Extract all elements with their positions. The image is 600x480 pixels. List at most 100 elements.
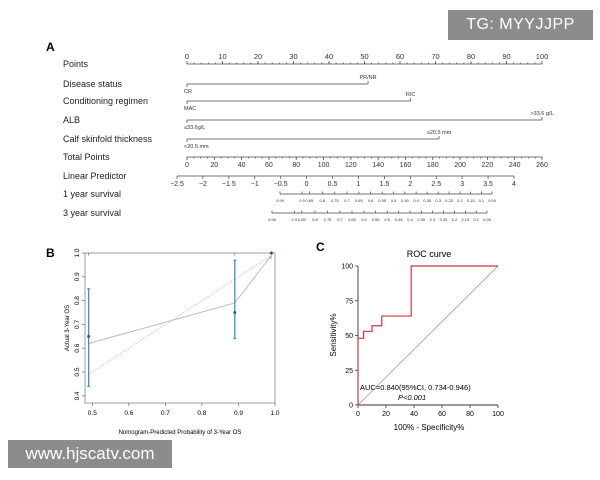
- linear-predictor-tick-label: −1.5: [222, 181, 236, 188]
- survival-3-year-tick-label: 0.85: [298, 217, 307, 222]
- linear-predictor-tick-label: −1: [251, 181, 259, 188]
- linear-predictor-tick-label: 0: [305, 181, 309, 188]
- survival-1-year-tick-label: 0.6: [368, 198, 374, 203]
- linear-predictor-tick-label: −2: [199, 181, 207, 188]
- nomogram-row-label-total: Total Points: [63, 152, 110, 162]
- total-points-tick-label: 200: [454, 162, 466, 169]
- total-points-tick-label: 140: [372, 162, 384, 169]
- survival-3-year-tick-label: 0.3: [430, 217, 436, 222]
- points-tick-label: 100: [536, 52, 549, 61]
- total-points-tick-label: 80: [292, 162, 300, 169]
- panel-c-p-value: P<0.001: [398, 393, 426, 402]
- survival-3-year-tick-label: 0.9: [292, 217, 298, 222]
- watermark-top: TG: MYYJJPP: [448, 10, 593, 40]
- b-observed-point: [87, 334, 91, 338]
- panel-b-x-axis-label: Nomogram-Predicted Probability of 3-Year…: [119, 430, 242, 436]
- survival-3-year-tick-label: 0.7: [337, 217, 343, 222]
- total-points-tick-label: 220: [482, 162, 494, 169]
- survival-3-year-tick-label: 0.8: [312, 217, 318, 222]
- panel-b-y-axis-label: Actual 3-Year OS: [65, 305, 71, 351]
- survival-1-year-tick-label: 0.05: [488, 198, 497, 203]
- c-x-tick-label: 80: [466, 411, 474, 418]
- b-y-tick-label: 0.4: [74, 391, 81, 400]
- nomogram-row-label-calf: Calf skinfold thickness: [63, 134, 153, 144]
- survival-1-year-tick-label: 0.3: [435, 198, 441, 203]
- disease-level-label: PR/NR: [359, 75, 376, 81]
- survival-1-year-tick-label: 0.85: [305, 198, 314, 203]
- linear-predictor-tick-label: −2.5: [170, 181, 184, 188]
- c-x-tick-label: 40: [410, 411, 418, 418]
- survival-1-year-tick-label: 0.1: [479, 198, 485, 203]
- total-points-tick-label: 40: [238, 162, 246, 169]
- survival-1-year-tick-label: 0.15: [467, 198, 476, 203]
- panel-a-letter: A: [46, 40, 55, 54]
- points-tick-label: 10: [218, 52, 226, 61]
- survival-1-year-tick-label: 0.25: [445, 198, 454, 203]
- b-observed-point: [269, 251, 273, 255]
- panel-c-title: ROC curve: [407, 249, 452, 259]
- linear-predictor-tick-label: 3: [460, 181, 464, 188]
- b-x-tick-label: 0.8: [197, 410, 206, 417]
- calf-level-label: <20.5 mm: [184, 144, 209, 150]
- survival-3-year-tick-label: 0.98: [268, 217, 277, 222]
- nomogram-row-label-alb: ALB: [63, 115, 80, 125]
- b-marker-x: ×: [269, 255, 272, 261]
- panel-c-y-axis-label: Sensitivity%: [329, 313, 338, 356]
- panel-b-letter: B: [46, 246, 55, 260]
- c-y-tick-label: 100: [341, 264, 353, 271]
- total-points-tick-label: 160: [400, 162, 412, 169]
- total-points-tick-label: 180: [427, 162, 439, 169]
- regimen-level-label: MAC: [184, 106, 196, 112]
- survival-3-year-tick-label: 0.35: [417, 217, 426, 222]
- survival-1-year-tick-label: 0.75: [331, 198, 340, 203]
- panel-c-roc: C ROC curve 0 20 40 60 80 100 0 25 50 75 100 100% …: [316, 240, 504, 432]
- b-y-tick-label: 1.0: [74, 248, 81, 257]
- panel-a-nomogram: A Points Disease status Conditioning regim…: [46, 40, 554, 222]
- b-x-tick-label: 0.5: [88, 410, 97, 417]
- survival-3-year-tick-label: 0.5: [384, 217, 390, 222]
- survival-1-year-tick-label: 0.9: [299, 198, 305, 203]
- panel-c-x-axis-label: 100% - Specificity%: [394, 423, 465, 432]
- survival-3-year-tick-label: 0.2: [452, 217, 458, 222]
- survival-1-year-tick-label: 0.5: [391, 198, 397, 203]
- nomogram-row-label-regimen: Conditioning regimen: [63, 96, 148, 106]
- survival-1-year-tick-label: 0.2: [457, 198, 463, 203]
- linear-predictor-tick-label: 1: [357, 181, 361, 188]
- survival-1-year-tick-label: 0.7: [344, 198, 350, 203]
- points-tick-label: 60: [396, 52, 404, 61]
- panel-b-plot-frame: [84, 252, 276, 404]
- b-y-tick-label: 0.8: [74, 296, 81, 305]
- survival-1-year-tick-label: 0.99: [276, 198, 285, 203]
- alb-level-label: >33.6 g/L: [530, 111, 553, 117]
- points-tick-label: 70: [431, 52, 439, 61]
- linear-predictor-tick-label: 2: [408, 181, 412, 188]
- survival-1-year-tick-label: 0.55: [378, 198, 387, 203]
- c-x-tick-label: 0: [356, 411, 360, 418]
- b-x-tick-label: 1.0: [270, 410, 279, 417]
- panel-c-letter: C: [316, 240, 325, 254]
- survival-3-year-tick-label: 0.65: [348, 217, 357, 222]
- total-points-tick-label: 120: [345, 162, 357, 169]
- c-y-tick-label: 25: [345, 368, 353, 375]
- b-y-tick-label: 0.6: [74, 343, 81, 352]
- c-reference-diagonal: [357, 265, 499, 406]
- linear-predictor-tick-label: 4: [512, 181, 516, 188]
- linear-predictor-tick-label: 0.5: [328, 181, 338, 188]
- b-observed-point: [233, 311, 237, 315]
- points-tick-label: 50: [360, 52, 368, 61]
- linear-predictor-tick-label: 2.5: [431, 181, 441, 188]
- survival-3-year-tick-label: 0.4: [407, 217, 413, 222]
- points-tick-label: 20: [254, 52, 262, 61]
- b-x-tick-label: 0.6: [124, 410, 133, 417]
- survival-3-year-tick-label: 0.25: [440, 217, 449, 222]
- survival-3-year-tick-label: 0.55: [372, 217, 381, 222]
- points-tick-label: 0: [185, 52, 189, 61]
- nomogram-row-label-lp: Linear Predictor: [63, 171, 127, 181]
- total-points-tick-label: 100: [318, 162, 330, 169]
- total-points-tick-label: 60: [265, 162, 273, 169]
- disease-level-label: CR: [184, 89, 192, 95]
- points-tick-label: 80: [467, 52, 475, 61]
- total-points-tick-label: 20: [210, 162, 218, 169]
- alb-level-label: ≤33.6g/L: [184, 125, 205, 131]
- b-y-tick-label: 0.9: [74, 272, 81, 281]
